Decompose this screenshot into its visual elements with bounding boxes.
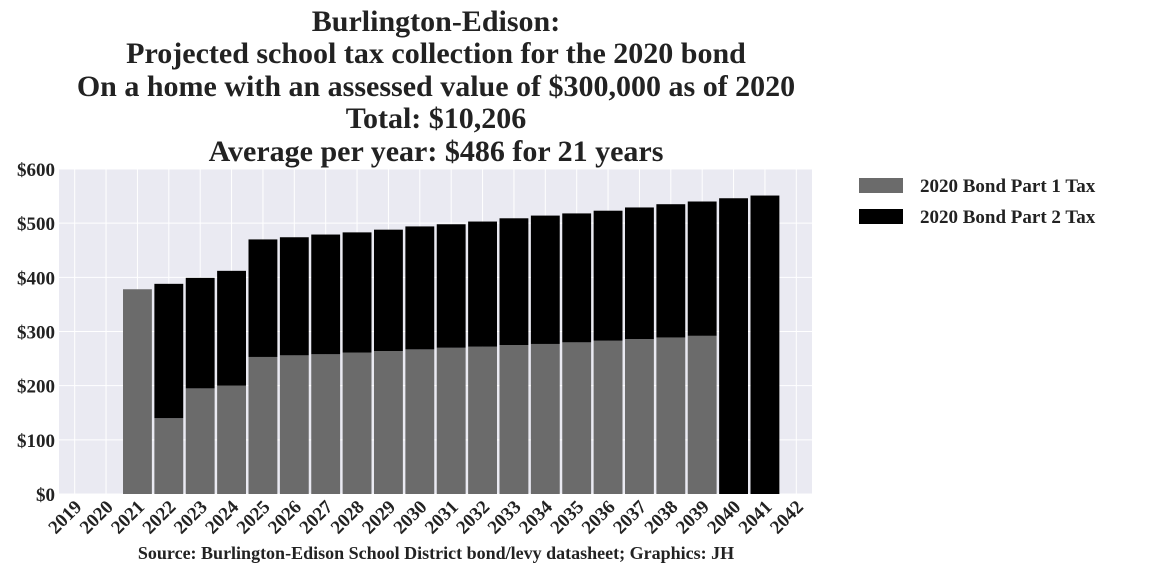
y-tick-label-4: $400 — [17, 268, 55, 289]
bar-part2-2024 — [217, 270, 246, 386]
x-tick-label-2041: 2041 — [735, 497, 777, 539]
y-tick-label-2: $200 — [17, 377, 55, 398]
bar-part1-2023 — [185, 388, 215, 494]
bar-part2-2040 — [719, 198, 748, 494]
bar-part2-2028 — [342, 232, 372, 353]
y-tick-label-5: $500 — [17, 214, 55, 235]
x-tick-label-2037: 2037 — [609, 496, 651, 538]
x-tick-label-2021: 2021 — [107, 497, 149, 539]
legend-label-part1: 2020 Bond Part 1 Tax — [920, 176, 1096, 197]
bar-part1-2021 — [123, 289, 152, 494]
x-tick-label-2023: 2023 — [170, 497, 212, 539]
x-tick-label-2022: 2022 — [139, 497, 181, 539]
bar-part2-2023 — [185, 277, 215, 389]
bar-part1-2029 — [374, 351, 403, 494]
x-tick-label-2024: 2024 — [201, 496, 243, 538]
bar-part1-2031 — [436, 347, 466, 494]
bar-part2-2027 — [311, 234, 341, 355]
y-tick-label-1: $100 — [17, 431, 55, 452]
bar-part1-2027 — [311, 354, 341, 494]
bar-part1-2025 — [248, 356, 278, 494]
bar-part1-2034 — [530, 343, 560, 494]
bars — [123, 195, 780, 494]
x-tick-label-2032: 2032 — [452, 497, 494, 539]
x-tick-label-2038: 2038 — [641, 497, 683, 539]
x-tick-label-2042: 2042 — [766, 497, 808, 539]
bar-part2-2036 — [593, 210, 623, 341]
bar-part2-2038 — [656, 204, 686, 338]
x-axis-ticks: 2019202020212022202320242025202620272028… — [45, 496, 808, 538]
x-tick-label-2030: 2030 — [390, 497, 432, 539]
x-tick-label-2028: 2028 — [327, 497, 369, 539]
bar-part2-2034 — [530, 215, 560, 344]
x-tick-label-2034: 2034 — [515, 496, 557, 538]
bar-part1-2030 — [405, 349, 435, 494]
y-axis-ticks: $0 $100 $200 $300 $400 $500 $600 — [17, 160, 55, 506]
x-tick-label-2036: 2036 — [578, 497, 620, 539]
bar-part2-2033 — [499, 218, 529, 346]
source-note: Source: Burlington-Edison School Distric… — [138, 543, 734, 563]
title-line-5: Average per year: $486 for 21 years — [209, 135, 664, 168]
legend-swatch-part2 — [859, 209, 903, 224]
bar-part2-2032 — [468, 221, 497, 347]
bar-part1-2033 — [499, 345, 529, 494]
x-tick-label-2029: 2029 — [358, 497, 400, 539]
bar-part1-2036 — [593, 340, 623, 494]
bar-part1-2022 — [154, 418, 184, 494]
y-tick-label-3: $300 — [17, 323, 55, 344]
x-tick-label-2026: 2026 — [264, 497, 306, 539]
x-tick-label-2039: 2039 — [672, 497, 714, 539]
bar-part1-2032 — [468, 346, 497, 494]
bar-part1-2035 — [562, 342, 592, 494]
x-tick-label-2033: 2033 — [484, 497, 526, 539]
bar-part1-2024 — [217, 385, 246, 494]
x-tick-label-2040: 2040 — [703, 497, 745, 539]
x-tick-label-2035: 2035 — [547, 497, 589, 539]
bar-part2-2022 — [154, 283, 184, 419]
bar-part2-2025 — [248, 239, 278, 357]
y-tick-label-6: $600 — [17, 160, 55, 181]
title-line-1: Burlington-Edison: — [312, 5, 560, 38]
bar-part1-2039 — [687, 335, 717, 494]
bar-part1-2026 — [279, 355, 309, 494]
x-tick-label-2020: 2020 — [76, 497, 118, 539]
bar-part2-2031 — [436, 224, 466, 348]
y-tick-label-0: $0 — [36, 485, 55, 506]
bar-part1-2028 — [342, 352, 372, 494]
bar-part2-2041 — [750, 195, 780, 494]
bar-part1-2037 — [625, 339, 654, 494]
bar-part2-2039 — [687, 201, 717, 336]
title-line-3: On a home with an assessed value of $300… — [77, 70, 795, 103]
bar-part1-2038 — [656, 337, 686, 494]
bar-part2-2037 — [625, 207, 654, 340]
chart-title: Burlington-Edison:Projected school tax c… — [77, 5, 795, 168]
legend: 2020 Bond Part 1 Tax 2020 Bond Part 2 Tax — [859, 176, 1096, 228]
bar-part2-2026 — [279, 237, 309, 356]
legend-label-part2: 2020 Bond Part 2 Tax — [920, 207, 1096, 228]
title-line-2: Projected school tax collection for the … — [126, 37, 746, 70]
bar-part2-2035 — [562, 213, 592, 343]
title-line-4: Total: $10,206 — [346, 102, 527, 135]
x-tick-label-2031: 2031 — [421, 497, 463, 539]
x-tick-label-2027: 2027 — [296, 496, 338, 538]
bar-part2-2030 — [405, 226, 435, 350]
bar-part2-2029 — [374, 229, 403, 351]
legend-swatch-part1 — [859, 178, 903, 193]
x-tick-label-2025: 2025 — [233, 497, 275, 539]
